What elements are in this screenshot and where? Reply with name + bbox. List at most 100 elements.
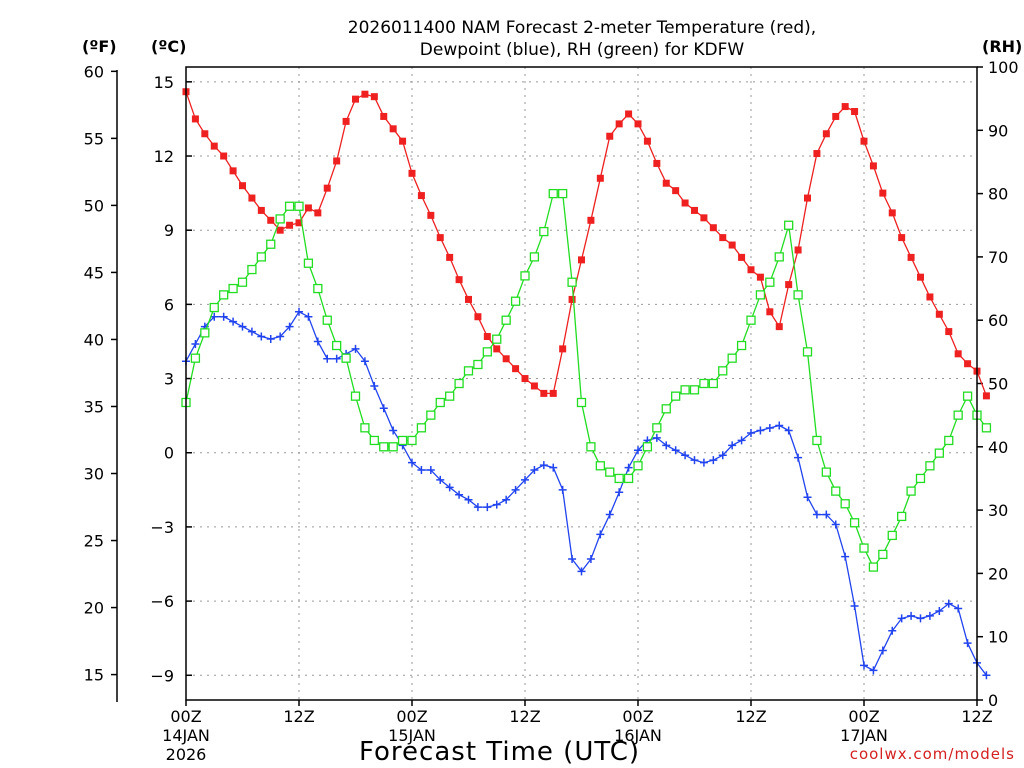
- data-point: [303, 258, 314, 268]
- celsius-tick-label: 15: [154, 73, 174, 92]
- data-point: [614, 473, 624, 484]
- data-point: [567, 277, 577, 287]
- data-point: [832, 112, 840, 120]
- data-point: [322, 315, 332, 325]
- data-point: [417, 466, 426, 475]
- data-point: [840, 499, 850, 509]
- data-point: [935, 606, 944, 615]
- data-point: [332, 354, 341, 363]
- data-point: [963, 639, 972, 648]
- rh-tick-label: 10: [988, 628, 1008, 647]
- data-point: [237, 277, 248, 287]
- data-point: [681, 199, 689, 207]
- data-point: [520, 271, 530, 281]
- data-point: [907, 611, 916, 620]
- dewpoint-series: [182, 307, 991, 680]
- data-point: [333, 157, 341, 165]
- data-point: [596, 530, 605, 539]
- data-point: [210, 142, 218, 150]
- data-point: [219, 290, 229, 300]
- data-point: [662, 179, 670, 187]
- data-point: [869, 666, 878, 675]
- data-point: [455, 490, 464, 499]
- data-point: [605, 510, 614, 519]
- data-point: [850, 602, 859, 611]
- data-point: [352, 95, 359, 103]
- data-point: [558, 485, 567, 494]
- data-point: [219, 312, 228, 321]
- data-point: [849, 518, 860, 528]
- fahrenheit-tick-label: 50: [84, 196, 104, 215]
- fahrenheit-unit-label: (ºF): [82, 37, 117, 56]
- data-point: [596, 174, 604, 182]
- data-point: [257, 332, 266, 341]
- data-point: [727, 353, 737, 363]
- data-point: [709, 456, 718, 465]
- data-point: [851, 108, 859, 116]
- data-point: [220, 152, 228, 160]
- data-point: [351, 344, 360, 353]
- data-point: [699, 458, 708, 467]
- data-point: [548, 188, 558, 199]
- data-point: [313, 337, 322, 346]
- data-point: [379, 404, 388, 413]
- data-point: [821, 467, 831, 477]
- data-point: [944, 599, 953, 608]
- data-point: [577, 567, 586, 576]
- data-point: [738, 253, 746, 261]
- data-point: [285, 322, 294, 331]
- rh-tick-label: 40: [988, 438, 1008, 457]
- data-point: [661, 404, 671, 414]
- rh-tick-label: 20: [988, 564, 1008, 583]
- time-tick-label: 12Z: [283, 707, 314, 726]
- data-point: [389, 125, 397, 133]
- data-point: [399, 137, 407, 145]
- data-point: [342, 117, 350, 125]
- rh-tick-label: 30: [988, 501, 1008, 520]
- data-point: [794, 453, 803, 462]
- time-tick-label: 12Z: [735, 707, 766, 726]
- data-point: [709, 224, 717, 232]
- rh-tick-label: 0: [988, 691, 998, 710]
- data-point: [804, 194, 811, 202]
- data-point: [803, 493, 812, 502]
- data-point: [549, 389, 557, 397]
- data-point: [934, 448, 944, 458]
- data-point: [389, 426, 398, 435]
- data-point: [483, 503, 492, 512]
- rh-unit-label: (RH): [982, 37, 1022, 56]
- data-point: [295, 219, 303, 227]
- data-point: [229, 317, 238, 326]
- data-point: [774, 252, 784, 262]
- data-point: [822, 510, 831, 519]
- data-point: [925, 611, 934, 620]
- data-point: [350, 391, 361, 401]
- data-point: [559, 345, 567, 353]
- data-point: [454, 378, 464, 389]
- data-point: [295, 307, 303, 316]
- data-point: [906, 486, 916, 496]
- data-point: [964, 360, 972, 368]
- time-tick-label: 00Z: [848, 707, 879, 726]
- data-point: [785, 281, 793, 289]
- data-point: [634, 120, 642, 128]
- data-point: [539, 226, 549, 237]
- data-point: [868, 562, 879, 572]
- data-point: [370, 381, 379, 390]
- data-point: [586, 442, 596, 452]
- data-point: [239, 182, 246, 190]
- data-point: [953, 410, 963, 420]
- data-point: [190, 353, 201, 363]
- data-point: [229, 167, 237, 175]
- data-point: [718, 451, 727, 460]
- data-point: [681, 451, 690, 460]
- data-point: [417, 192, 425, 200]
- celsius-unit-label: (ºC): [151, 37, 186, 56]
- temperature-series: [182, 88, 990, 400]
- data-point: [981, 423, 992, 433]
- data-point: [708, 378, 718, 389]
- data-point: [586, 555, 595, 564]
- data-point: [501, 315, 511, 325]
